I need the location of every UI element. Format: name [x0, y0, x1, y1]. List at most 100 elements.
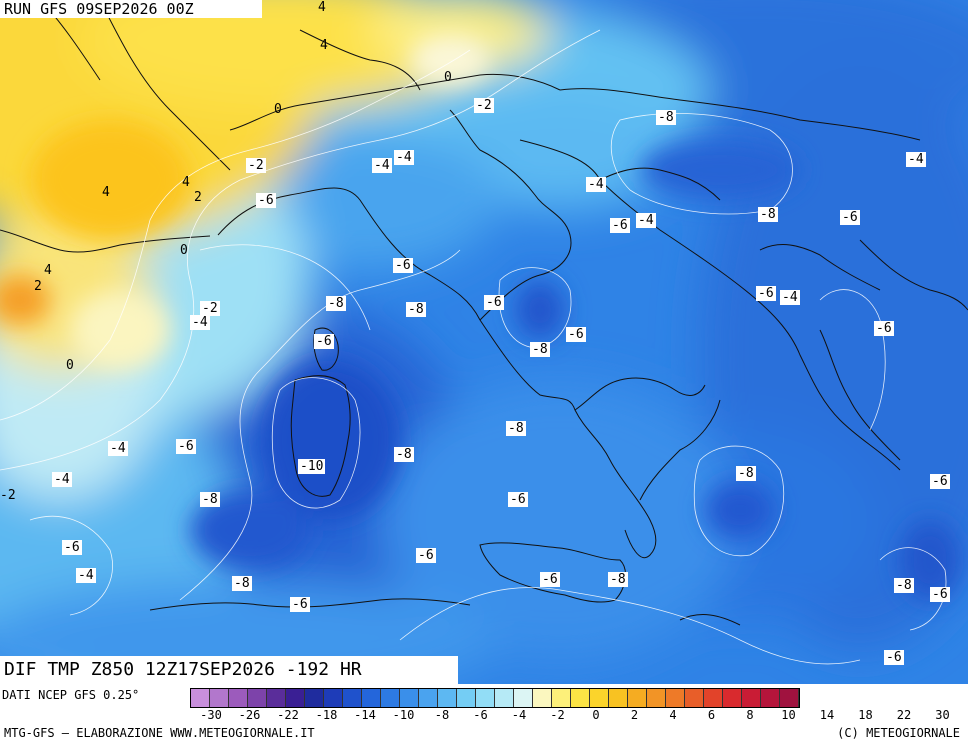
legend-swatch	[552, 689, 571, 707]
contour-label: -8	[656, 110, 676, 125]
legend-swatch	[780, 689, 799, 707]
contour-label: -2	[0, 488, 16, 503]
legend-tick-label: 2	[630, 708, 639, 722]
contour-label: -8	[894, 578, 914, 593]
contour-label: 4	[320, 38, 328, 53]
contour-label: -4	[108, 441, 128, 456]
legend-tick-label: -26	[238, 708, 261, 722]
legend-swatch	[305, 689, 324, 707]
legend-swatch	[685, 689, 704, 707]
contour-label: -6	[393, 258, 413, 273]
contour-label: -6	[930, 587, 950, 602]
legend-swatch	[647, 689, 666, 707]
contour-label: -4	[636, 213, 656, 228]
legend-swatch	[704, 689, 723, 707]
contour-label: -8	[736, 466, 756, 481]
legend-swatch	[495, 689, 514, 707]
contour-label: -6	[610, 218, 630, 233]
contour-label: -8	[608, 572, 628, 587]
contour-label: -6	[290, 597, 310, 612]
legend-swatch	[609, 689, 628, 707]
field-title: DIF TMP Z850 12Z17SEP2026 -192 HR	[0, 656, 458, 684]
legend-swatch	[267, 689, 286, 707]
contour-label: -6	[416, 548, 436, 563]
legend-swatch	[628, 689, 647, 707]
contour-label: 2	[194, 190, 202, 205]
contour-label: -4	[780, 290, 800, 305]
legend-swatch	[286, 689, 305, 707]
color-legend-bar	[190, 688, 800, 708]
legend-tick-label: 0	[592, 708, 600, 722]
legend-swatch	[761, 689, 780, 707]
legend-swatch	[191, 689, 210, 707]
legend-tick-label: -10	[392, 708, 415, 722]
contour-label: -6	[256, 193, 276, 208]
contour-label: -6	[930, 474, 950, 489]
legend-swatch	[248, 689, 267, 707]
footer-credits: MTG-GFS — ELABORAZIONE WWW.METEOGIORNALE…	[4, 726, 315, 740]
legend-tick-label: 10	[781, 708, 796, 722]
contour-label: -4	[190, 315, 210, 330]
contour-label: -6	[176, 439, 196, 454]
data-source: DATI NCEP GFS 0.25°	[2, 688, 140, 702]
legend-tick-label: 14	[819, 708, 835, 722]
contour-label: -8	[232, 576, 252, 591]
legend-swatch	[723, 689, 742, 707]
contour-label: -6	[840, 210, 860, 225]
contour-label: 0	[180, 243, 188, 258]
contour-label: -8	[326, 296, 346, 311]
legend-tick-label: -22	[277, 708, 299, 722]
legend-swatch	[533, 689, 552, 707]
contour-label: -6	[874, 321, 894, 336]
legend-tick-label: -8	[434, 708, 450, 722]
contour-label: -4	[394, 150, 414, 165]
legend-tick-label: -2	[550, 708, 565, 722]
contour-label: -6	[884, 650, 904, 665]
contour-label: 0	[444, 70, 452, 85]
legend-swatch	[381, 689, 400, 707]
contour-label: 4	[182, 175, 190, 190]
legend-swatch	[324, 689, 343, 707]
legend-swatch	[438, 689, 457, 707]
contour-label: -8	[406, 302, 426, 317]
legend-swatch	[229, 689, 248, 707]
legend-tick-label: -4	[511, 708, 527, 722]
legend-swatch	[400, 689, 419, 707]
legend-tick-label: -14	[354, 708, 376, 722]
temperature-anomaly-map	[0, 0, 968, 684]
contour-label: -6	[62, 540, 82, 555]
run-title: RUN GFS 09SEP2026 00Z	[0, 0, 262, 18]
legend-swatch	[476, 689, 495, 707]
legend-swatch	[210, 689, 229, 707]
contour-label: -4	[586, 177, 606, 192]
legend-swatch	[666, 689, 685, 707]
footer-copyright: (C) METEOGIORNALE	[837, 726, 960, 740]
contour-label: -4	[372, 158, 392, 173]
legend-swatch	[343, 689, 362, 707]
contour-label: -2	[246, 158, 266, 173]
contour-label: -8	[758, 207, 778, 222]
legend-swatch	[362, 689, 381, 707]
contour-label: 2	[34, 279, 42, 294]
contour-label: 4	[44, 263, 52, 278]
legend-tick-label: -18	[315, 708, 338, 722]
contour-label: -10	[298, 459, 326, 474]
contour-label: -6	[508, 492, 528, 507]
legend-tick-label: -6	[473, 708, 488, 722]
contour-label: -4	[52, 472, 72, 487]
legend-swatch	[571, 689, 590, 707]
contour-label: -4	[76, 568, 96, 583]
contour-label: 0	[66, 358, 74, 373]
contour-label: -2	[200, 301, 220, 316]
legend-swatch	[742, 689, 761, 707]
legend-tick-label: 22	[896, 708, 912, 722]
legend-tick-label: 4	[669, 708, 677, 722]
contour-label: 4	[318, 0, 326, 15]
legend-swatch	[590, 689, 609, 707]
contour-label: -6	[756, 286, 776, 301]
legend-swatch	[457, 689, 476, 707]
contour-label: -6	[314, 334, 334, 349]
legend-swatch	[419, 689, 438, 707]
contour-label: -4	[906, 152, 926, 167]
